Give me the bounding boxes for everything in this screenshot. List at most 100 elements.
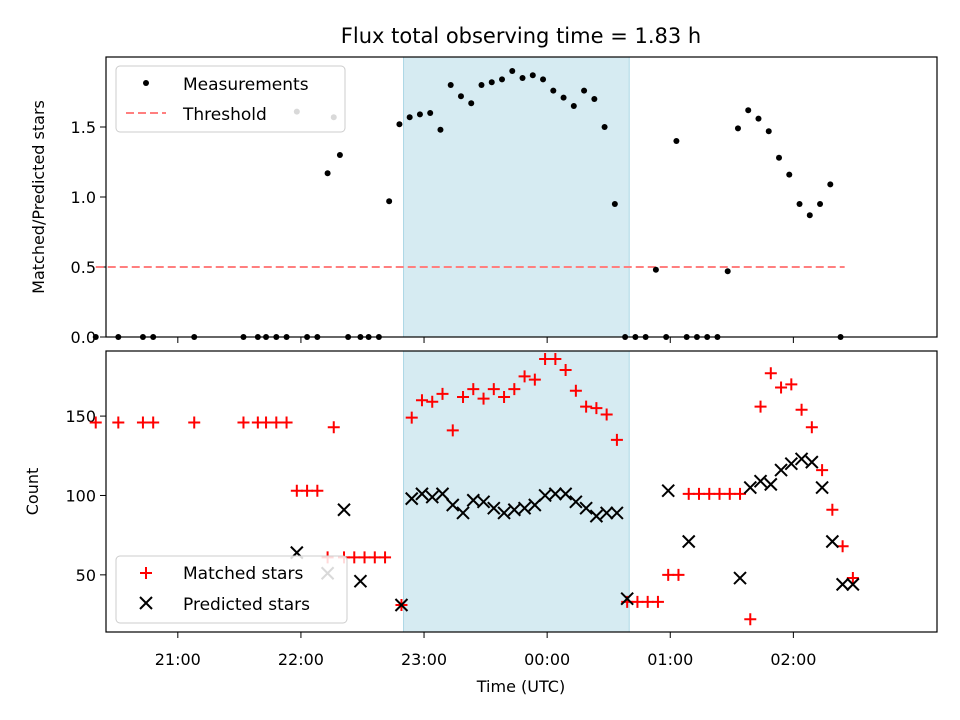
predicted-star-point	[415, 487, 429, 501]
predicted-star-point	[835, 577, 850, 592]
legend-matched-label: Matched stars	[183, 564, 303, 584]
matched-star-point	[559, 364, 572, 377]
measurement-point	[806, 212, 813, 219]
top-plot-frame	[105, 56, 938, 338]
predicted-star-point	[764, 477, 778, 492]
x-axis-label: Time (UTC)	[476, 677, 565, 696]
predicted-star-point	[548, 487, 563, 501]
measurement-point	[817, 201, 824, 207]
legend-threshold-label: Threshold	[182, 105, 267, 125]
predicted-star-point	[661, 483, 675, 498]
matched-star-point	[764, 367, 777, 380]
bottom-legend-box	[115, 555, 348, 624]
measurement-point	[570, 103, 577, 109]
predicted-star-point	[733, 571, 747, 585]
bottom-y-tick-label: 150	[65, 407, 96, 426]
matched-star-point	[672, 568, 685, 581]
matched-star-point	[518, 370, 531, 383]
legend-measurements-label: Measurements	[183, 75, 309, 95]
predicted-star-point	[579, 501, 593, 515]
matched-star-point	[785, 378, 798, 391]
matched-star-point	[368, 551, 381, 564]
predicted-star-point	[743, 480, 757, 495]
predicted-star-point	[517, 501, 532, 515]
measurement-point	[673, 138, 680, 144]
matched-star-point	[467, 383, 480, 396]
matched-star-point	[734, 487, 747, 500]
measurement-point	[591, 96, 598, 102]
measurement-point	[540, 76, 547, 83]
matched-star-point	[136, 416, 149, 429]
matched-star-point	[498, 391, 511, 404]
measurement-point	[755, 115, 762, 122]
top-legend-box	[115, 65, 346, 133]
matched-star-point	[744, 613, 757, 626]
bottom-y-tick-label: 50	[76, 566, 96, 585]
measurement-point	[437, 126, 444, 133]
measurement-point	[734, 125, 741, 132]
matched-star-point	[651, 595, 664, 608]
measurement-point	[776, 154, 783, 161]
matched-star-point	[775, 381, 788, 394]
x-tick-label: 00:00	[524, 650, 570, 669]
matched-star-point	[405, 411, 418, 424]
measurement-point	[745, 107, 752, 114]
matched-star-point	[662, 568, 675, 581]
matched-star-point	[89, 416, 102, 429]
predicted-star-point	[425, 490, 439, 504]
top-y-tick-label: 0.0	[71, 328, 96, 347]
matched-star-point	[641, 595, 654, 608]
measurement-point	[406, 114, 413, 121]
measurement-point	[560, 94, 567, 101]
legend-predicted-label: Predicted stars	[183, 595, 310, 615]
predicted-star-point	[337, 503, 351, 517]
predicted-star-point	[446, 498, 460, 512]
predicted-star-point	[569, 495, 583, 509]
measurement-point	[601, 124, 608, 130]
matched-star-point	[348, 551, 361, 564]
top-shaded-interval	[403, 56, 630, 338]
matched-star-point	[569, 384, 582, 397]
matched-star-point	[290, 484, 303, 497]
measurement-point	[488, 79, 495, 86]
measurement-point	[468, 100, 475, 107]
matched-star-point	[415, 394, 428, 407]
matched-star-point	[280, 416, 293, 429]
measurement-point	[786, 171, 793, 178]
top-y-tick-label: 0.5	[71, 258, 96, 277]
measurement-point	[519, 75, 526, 81]
measurement-point	[416, 111, 423, 118]
x-tick-label: 21:00	[155, 650, 201, 669]
ratio-panel: 0.0 0.5 1.0 1.5 Matched/Predicted stars Measu…	[29, 56, 938, 347]
matched-star-point	[188, 416, 201, 429]
measurement-point	[457, 93, 464, 100]
predicted-star-point	[794, 452, 809, 466]
top-y-tick-label: 1.5	[71, 118, 96, 137]
legend-measurements-marker	[143, 80, 149, 86]
matched-star-point	[327, 421, 340, 434]
bottom-legend: Matched stars Predicted stars	[115, 555, 348, 624]
predicted-star-point	[825, 534, 840, 549]
matched-star-point	[826, 503, 839, 516]
measurement-point	[529, 72, 536, 79]
matched-star-point	[692, 487, 705, 500]
predicted-star-point	[805, 455, 819, 469]
predicted-star-point	[353, 574, 368, 588]
predicted-star-point	[620, 591, 634, 606]
matched-star-point	[311, 484, 324, 497]
top-legend: Measurements Threshold	[115, 65, 346, 133]
matched-star-point	[539, 352, 552, 365]
matched-star-point	[270, 416, 283, 429]
matched-star-point	[631, 595, 644, 608]
matched-star-point	[590, 402, 603, 415]
measurement-point	[827, 181, 834, 188]
matched-star-point	[528, 373, 541, 386]
predicted-star-point	[487, 501, 501, 515]
matched-star-point	[446, 424, 459, 437]
matched-star-point	[713, 487, 726, 500]
matched-star-point	[610, 433, 623, 446]
matched-star-point	[580, 400, 593, 413]
matched-star-point	[426, 395, 439, 408]
matched-star-point	[477, 392, 490, 405]
